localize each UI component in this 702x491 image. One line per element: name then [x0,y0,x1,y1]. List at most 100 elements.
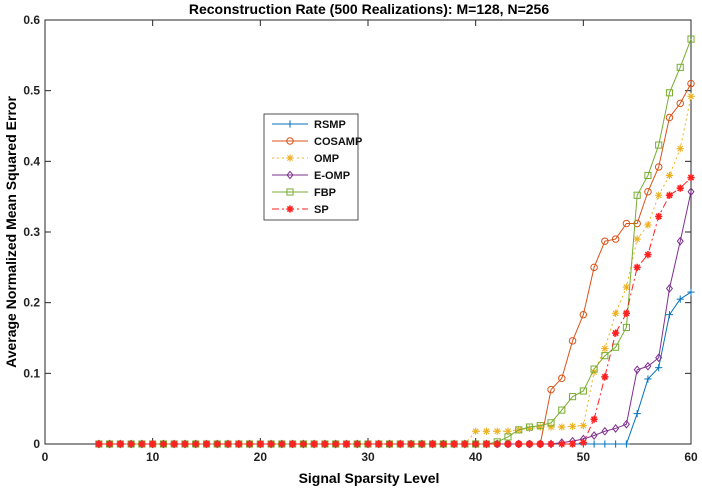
data-point [676,295,684,303]
data-point [558,423,566,431]
data-point [547,385,555,394]
y-tick-label: 0.5 [23,84,40,98]
y-tick-label: 0.3 [23,225,40,239]
data-point [687,173,695,182]
data-point [159,440,168,448]
legend-label: SP [314,204,329,216]
legend-label: E-OMP [314,170,350,182]
data-point [622,419,630,429]
x-axis-label: Signal Sparsity Level [299,470,440,486]
legend-marker [286,205,294,213]
data-point [687,79,695,88]
data-point [170,440,178,448]
data-point [665,191,674,199]
data-point [429,440,437,448]
x-axis: 0 10 20 30 40 50 60 [42,20,698,464]
data-point [482,427,491,435]
legend-marker [286,137,294,145]
data-point [525,423,534,431]
data-point [687,288,695,296]
data-point [224,440,232,448]
data-point [579,310,588,319]
data-point [267,440,275,448]
data-point [547,419,555,427]
legend-label: RSMP [314,119,346,131]
data-point [601,426,609,436]
x-tick-label: 40 [469,450,483,464]
data-point [633,263,641,271]
data-point [472,440,480,448]
legend-label: COSAMP [314,136,362,148]
data-point [601,237,609,245]
y-tick-label: 0.2 [23,296,40,310]
data-point [568,337,577,345]
data-point [202,440,211,448]
data-point [687,187,695,197]
data-point [235,440,243,448]
data-point [289,440,297,448]
data-point [644,187,652,196]
data-point [655,212,663,221]
legend-marker [286,170,294,180]
data-point [676,63,684,71]
data-point [601,440,609,448]
data-point [138,440,146,448]
data-point [493,440,501,448]
data-point [622,283,630,291]
y-tick-label: 0.6 [23,13,40,27]
data-point [461,440,469,448]
legend-item-fbp: FBP [272,187,336,199]
plot-area [44,19,692,445]
data-point [579,422,587,430]
data-point [590,415,598,423]
data-point [385,440,394,448]
data-point [612,440,620,448]
data-point [568,422,577,430]
data-point [654,163,663,171]
data-point [192,440,200,448]
legend-marker [286,188,294,196]
data-point [547,440,555,448]
data-point [342,440,351,448]
data-point [525,440,534,448]
data-point [612,329,620,337]
data-point [407,440,415,448]
data-point [181,440,189,448]
series-sp [95,173,695,448]
x-tick-label: 10 [146,450,160,464]
data-point [601,345,609,353]
series-line-sp [98,177,692,445]
legend-label: FBP [314,187,336,199]
data-point [622,323,630,331]
legend-item-sp: SP [272,204,329,216]
data-point [568,440,577,448]
data-point [547,423,555,431]
data-point [644,251,652,259]
data-point [601,352,609,360]
data-point [622,309,630,317]
data-point [504,433,512,441]
data-point [332,440,340,448]
x-tick-label: 20 [254,450,268,464]
x-tick-label: 0 [42,450,49,464]
data-point [95,440,103,448]
data-point [612,424,620,433]
y-tick-label: 0.4 [23,154,40,168]
data-point [439,440,447,448]
data-point [665,284,673,293]
series-layer [95,35,695,449]
data-point [644,375,652,383]
data-point [590,365,598,373]
data-point [644,221,652,229]
data-point [579,387,587,395]
data-point [278,440,286,448]
legend: RSMP COSAMP OMP E-OMP FBP SP [263,113,362,221]
data-point [472,427,480,435]
data-point [396,440,404,448]
data-point [655,353,663,363]
data-point [644,171,652,180]
data-point [687,92,695,100]
y-axis: 0 0.1 0.2 0.3 0.4 0.5 0.6 [23,13,691,451]
data-point [525,424,534,433]
y-axis-label: Average Normalized Mean Squared Error [3,96,19,368]
